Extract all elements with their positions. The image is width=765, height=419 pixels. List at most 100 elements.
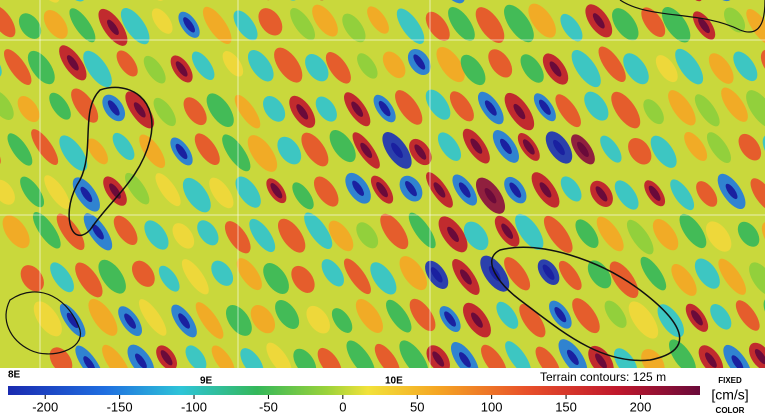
- wave-core: [175, 61, 188, 77]
- wave-blob: [125, 172, 150, 205]
- wave-blob: [266, 342, 292, 368]
- lon-label: 8E: [8, 370, 21, 381]
- wave-core: [513, 103, 526, 120]
- wave-blob: [572, 298, 600, 334]
- wave-blob: [737, 221, 760, 247]
- wave-blob: [705, 221, 732, 252]
- wave-blob: [33, 301, 62, 337]
- wave-blob: [113, 215, 138, 246]
- terrain-contour: [491, 246, 681, 362]
- lon-label: 9E: [200, 376, 213, 387]
- wave-blob: [598, 46, 626, 83]
- wave-blob: [449, 91, 474, 122]
- wave-blob: [194, 133, 220, 166]
- wave-blob: [102, 344, 131, 368]
- wave-blob: [120, 7, 150, 45]
- wave-blob: [197, 220, 219, 246]
- wave-blob: [250, 305, 276, 334]
- terrain-note: Terrain contours: 125 m: [540, 370, 666, 384]
- wave-blob: [604, 300, 627, 328]
- wave-blob: [211, 260, 234, 286]
- wave-blob: [278, 218, 306, 253]
- wave-core: [107, 19, 119, 35]
- wave-blob: [20, 176, 45, 208]
- wave-blob: [258, 8, 283, 36]
- wave-core: [458, 182, 471, 198]
- wave-core: [135, 353, 147, 368]
- wave-blob: [235, 176, 261, 208]
- wave-blob: [44, 175, 71, 210]
- wave-blob: [738, 133, 762, 161]
- wave-blob: [317, 347, 342, 368]
- wave-core: [413, 54, 426, 70]
- wave-blob: [240, 348, 264, 368]
- wave-blob: [611, 91, 641, 129]
- wave-blob: [460, 54, 486, 86]
- wave-blob: [436, 46, 465, 83]
- wave-core: [352, 180, 364, 196]
- wave-core: [470, 138, 483, 154]
- wave-core: [691, 310, 703, 326]
- wave-blob: [425, 89, 451, 120]
- wave-blob: [139, 134, 166, 168]
- wave-blob: [274, 47, 303, 83]
- wave-blob: [655, 55, 678, 83]
- wave-blob: [249, 218, 276, 253]
- wave-blob: [628, 137, 652, 165]
- wave-blob: [263, 263, 289, 294]
- wave-blob: [520, 54, 544, 83]
- wave-blob: [20, 265, 44, 292]
- wave-blob: [225, 305, 252, 336]
- wave-blob: [69, 8, 96, 43]
- wave-blob: [696, 181, 718, 207]
- wave-core: [433, 182, 446, 198]
- terrain-contour: [619, 0, 765, 33]
- wave-blob: [515, 213, 544, 250]
- wave-core: [549, 61, 562, 77]
- wave-blob: [355, 298, 383, 333]
- wave-blob: [528, 3, 556, 38]
- wave-core: [731, 355, 744, 368]
- wave-blob: [181, 259, 209, 295]
- wave-blob: [668, 90, 696, 126]
- wave-blob: [0, 179, 15, 205]
- wave-blob: [370, 262, 397, 295]
- wave-blob: [329, 129, 356, 163]
- wave-blob: [504, 4, 534, 43]
- wave-blob: [614, 180, 639, 210]
- wave-blob: [356, 222, 379, 249]
- wave-blob: [306, 305, 330, 334]
- terrain-contour: [5, 291, 81, 355]
- wave-blob: [475, 7, 505, 43]
- wave-blob: [331, 308, 353, 333]
- wave-core: [107, 100, 120, 116]
- wave-blob: [202, 6, 232, 45]
- wave-blob: [395, 90, 423, 125]
- wave-core: [378, 100, 391, 117]
- wave-blob: [612, 8, 639, 41]
- wave-blob: [144, 220, 169, 250]
- wave-blob: [236, 258, 262, 291]
- wave-blob: [670, 179, 695, 211]
- wave-core: [566, 349, 579, 366]
- wave-blob: [83, 50, 112, 88]
- wave-blob: [505, 341, 531, 368]
- wave-core: [704, 352, 717, 368]
- wave-core: [376, 182, 388, 198]
- wave-core: [414, 144, 427, 160]
- wave-blob: [275, 300, 300, 329]
- wave-blob: [27, 50, 55, 85]
- wave-core: [484, 188, 497, 204]
- colorbar-tick-label: 100: [481, 399, 503, 414]
- wave-blob: [185, 345, 207, 368]
- wave-blob: [650, 135, 677, 168]
- wave-blob: [293, 348, 317, 368]
- wave-blob: [721, 87, 748, 122]
- wave-blob: [325, 52, 351, 84]
- colorbar-tick-label: -150: [107, 399, 133, 414]
- colorbar-tick-label: 150: [555, 399, 577, 414]
- wave-blob: [694, 258, 720, 289]
- wave-core: [83, 356, 96, 368]
- wave-blob: [71, 88, 99, 123]
